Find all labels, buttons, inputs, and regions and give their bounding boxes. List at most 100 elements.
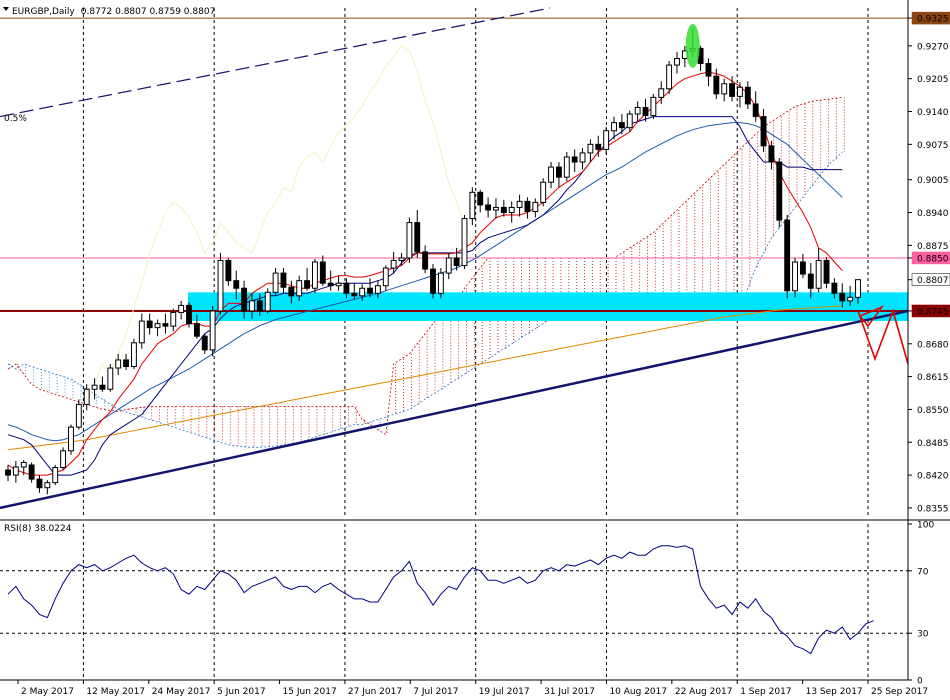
candle-body <box>461 218 468 267</box>
candle-body <box>249 300 255 312</box>
ohlc-values: 0.8772 0.8807 0.8759 0.8807 <box>81 7 216 17</box>
date-tick-label: 12 May 2017 <box>86 687 145 697</box>
candle-body <box>737 86 743 97</box>
candle-body <box>799 261 806 275</box>
candle-body <box>390 259 397 269</box>
candle-body <box>91 384 98 390</box>
candle-body <box>123 359 129 368</box>
date-tick-label: 25 Sep 2017 <box>871 687 928 697</box>
candle-body <box>823 259 830 284</box>
candle-body <box>272 272 279 293</box>
chart-menu-icon[interactable] <box>3 7 9 11</box>
candle-body <box>288 286 295 297</box>
candle-body <box>477 191 484 206</box>
fast-moving-average <box>7 122 843 442</box>
date-tick-label: 22 Aug 2017 <box>675 687 733 697</box>
rsi-line <box>7 545 874 655</box>
candle-body <box>469 191 476 220</box>
candle-body <box>280 272 287 288</box>
candle-body <box>107 367 114 390</box>
candle-body <box>579 152 586 163</box>
candle-body <box>241 287 248 312</box>
candle-body <box>52 467 59 484</box>
candle-body <box>367 287 373 294</box>
upper-channel-line <box>0 7 551 118</box>
date-tick-label: 15 Jun 2017 <box>283 687 337 697</box>
rsi-tick-label: 100 <box>917 521 934 531</box>
candle-body <box>359 287 366 297</box>
candle-body <box>193 323 200 337</box>
candle-body <box>138 320 145 344</box>
candle-body <box>154 323 161 329</box>
price-tick-label: 0.8550 <box>917 406 949 416</box>
candles <box>5 28 861 495</box>
price-label-box <box>911 251 950 265</box>
chart-grid <box>0 8 908 680</box>
candle-body <box>319 261 326 284</box>
date-tick-label: 27 Jun 2017 <box>348 687 402 697</box>
price-tick-label: 0.8680 <box>917 340 949 350</box>
candle-body <box>634 106 641 115</box>
rsi-title: RSI(8) 38.0224 <box>4 524 72 534</box>
date-tick-label: 7 Jul 2017 <box>413 687 458 697</box>
candle-body <box>296 280 303 297</box>
price-tick-label: 0.8745 <box>917 307 949 317</box>
candle-body <box>752 103 759 118</box>
candle-body <box>445 257 452 274</box>
symbol-label: EURGBP,Daily <box>12 7 75 17</box>
candle-body <box>130 342 137 368</box>
price-tick-label: 0.9270 <box>917 42 949 52</box>
price-tick-label: 0.8875 <box>917 242 949 252</box>
candle-body <box>256 300 263 312</box>
candle-body <box>831 282 838 294</box>
candle-body <box>855 279 861 298</box>
candle-body <box>618 122 625 129</box>
date-tick-label: 10 Aug 2017 <box>609 687 667 697</box>
price-label-box <box>911 273 950 286</box>
candle-body <box>178 304 185 313</box>
candle-body <box>674 57 680 66</box>
candle-body <box>327 282 334 287</box>
candle-body <box>516 200 523 208</box>
price-tick-label: 0.8940 <box>917 209 949 219</box>
candle-body <box>642 106 649 117</box>
price-tick-label: 0.9075 <box>917 141 949 151</box>
candle-body <box>713 75 720 95</box>
candle-body <box>839 292 846 302</box>
candle-body <box>83 388 90 405</box>
projection-marker <box>858 305 885 328</box>
price-tick-label: 0.8420 <box>917 472 949 482</box>
price-tick-label: 0.9325 <box>917 15 949 25</box>
projected-path <box>857 308 909 365</box>
candle-body <box>508 206 515 214</box>
candle-body <box>626 113 633 129</box>
price-label-box <box>911 304 950 318</box>
candle-body <box>264 291 271 312</box>
candle-body <box>351 292 358 297</box>
price-label-box <box>911 11 950 25</box>
candle-body <box>12 466 19 476</box>
candle-body <box>335 282 342 287</box>
candle-body <box>485 204 492 211</box>
candle-body <box>524 200 531 212</box>
candle-body <box>304 280 311 289</box>
price-tick-label: 0.8807 <box>917 276 949 286</box>
date-tick-label: 19 Jul 2017 <box>479 687 530 697</box>
rsi-tick-label: 30 <box>917 630 929 640</box>
date-tick-label: 2 May 2017 <box>21 687 74 697</box>
chart-header: EURGBP,Daily 0.8772 0.8807 0.8759 0.8807 <box>12 7 215 17</box>
candle-body <box>414 222 421 253</box>
candle-body <box>374 285 381 294</box>
candle-body <box>784 219 791 292</box>
candle-body <box>68 426 74 452</box>
price-tick-label: 0.8850 <box>917 254 949 264</box>
candle-body <box>422 251 429 270</box>
candle-body <box>453 257 460 267</box>
date-tick-label: 13 Sep 2017 <box>806 687 863 697</box>
candle-body <box>721 83 728 95</box>
candle-body <box>398 257 405 261</box>
candle-body <box>162 323 169 327</box>
